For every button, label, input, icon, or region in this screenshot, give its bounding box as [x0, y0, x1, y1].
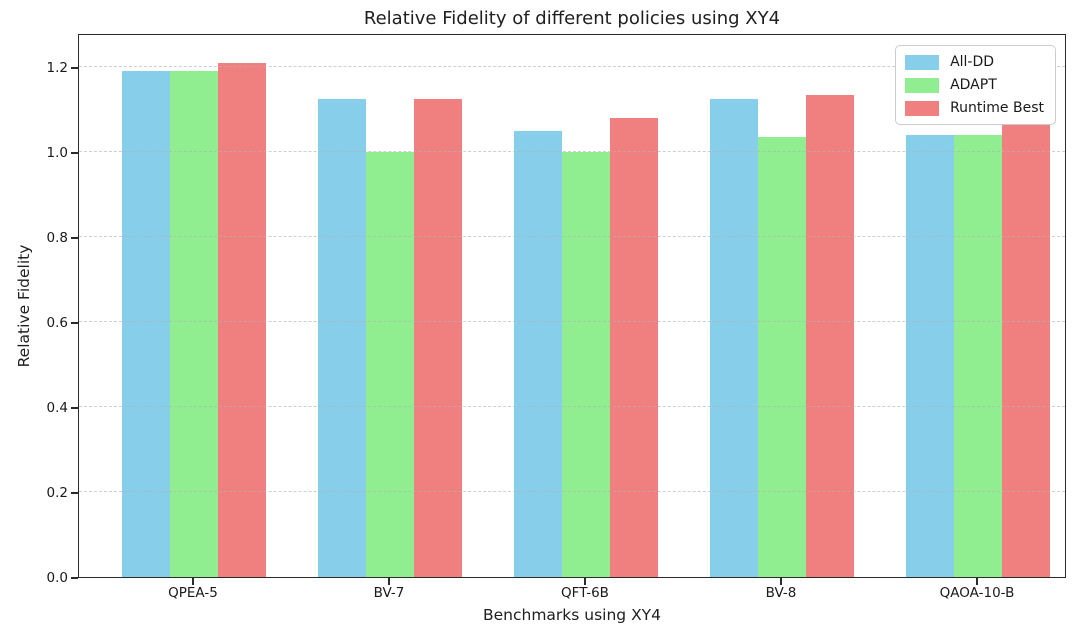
x-tick-label: QFT-6B — [561, 585, 609, 601]
y-tick-label: 0.0 — [46, 570, 68, 586]
x-tick-label: QPEA-5 — [168, 585, 218, 601]
y-tick-label: 0.4 — [46, 400, 68, 416]
x-tick-label: BV-7 — [373, 585, 405, 601]
bar-QAOA-10-B-Runtime Best — [1002, 124, 1050, 577]
bar-group — [318, 35, 462, 577]
bar-BV-7-Runtime Best — [414, 98, 462, 577]
x-tick-mark — [388, 578, 390, 585]
legend-label: Runtime Best — [950, 100, 1044, 116]
bar-QPEA-5-ADAPT — [170, 71, 218, 577]
bar-group — [514, 35, 658, 577]
y-tick-mark — [71, 407, 78, 409]
x-tick-label: QAOA-10-B — [939, 585, 1015, 601]
y-tick-mark — [71, 322, 78, 324]
y-tick-mark — [71, 492, 78, 494]
legend-swatch-Runtime Best — [905, 100, 940, 116]
y-tick-label: 0.6 — [46, 315, 68, 331]
legend-item: ADAPT — [905, 77, 1044, 93]
legend-item: All-DD — [905, 54, 1044, 70]
y-tick-mark — [71, 152, 78, 154]
x-axis-label: Benchmarks using XY4 — [482, 606, 662, 624]
bar-group — [122, 35, 266, 577]
bar-BV-8-ADAPT — [758, 137, 806, 577]
bar-BV-8-Runtime Best — [806, 94, 854, 577]
legend-label: All-DD — [950, 54, 995, 70]
y-tick-label: 1.2 — [46, 60, 68, 76]
bar-QAOA-10-B-ADAPT — [954, 135, 1002, 577]
legend-label: ADAPT — [950, 77, 997, 93]
bar-QFT-6B-ADAPT — [562, 152, 610, 577]
chart-title: Relative Fidelity of different policies … — [363, 8, 781, 29]
legend-swatch-ADAPT — [905, 77, 940, 93]
legend-item: Runtime Best — [905, 100, 1044, 116]
legend-swatch-All-DD — [905, 54, 940, 70]
x-tick-mark — [976, 578, 978, 585]
bar-BV-7-All-DD — [318, 98, 366, 577]
y-tick-label: 0.8 — [46, 230, 68, 246]
bar-QPEA-5-All-DD — [122, 71, 170, 577]
y-tick-label: 1.0 — [46, 145, 68, 161]
y-tick-mark — [71, 577, 78, 579]
plot-area: All-DD ADAPT Runtime Best — [78, 34, 1066, 578]
legend: All-DD ADAPT Runtime Best — [895, 45, 1056, 125]
bar-QFT-6B-Runtime Best — [610, 118, 658, 577]
x-tick-mark — [192, 578, 194, 585]
bar-QAOA-10-B-All-DD — [906, 135, 954, 577]
bar-group — [906, 35, 1050, 577]
bar-BV-7-ADAPT — [366, 152, 414, 577]
y-axis-label: Relative Fidelity — [15, 244, 33, 368]
x-tick-mark — [584, 578, 586, 585]
x-tick-label: BV-8 — [765, 585, 797, 601]
bar-QFT-6B-All-DD — [514, 130, 562, 577]
x-tick-mark — [780, 578, 782, 585]
y-tick-mark — [71, 67, 78, 69]
bar-QPEA-5-Runtime Best — [218, 62, 266, 577]
y-tick-mark — [71, 237, 78, 239]
bar-BV-8-All-DD — [710, 98, 758, 577]
bar-group — [710, 35, 854, 577]
y-tick-label: 0.2 — [46, 485, 68, 501]
